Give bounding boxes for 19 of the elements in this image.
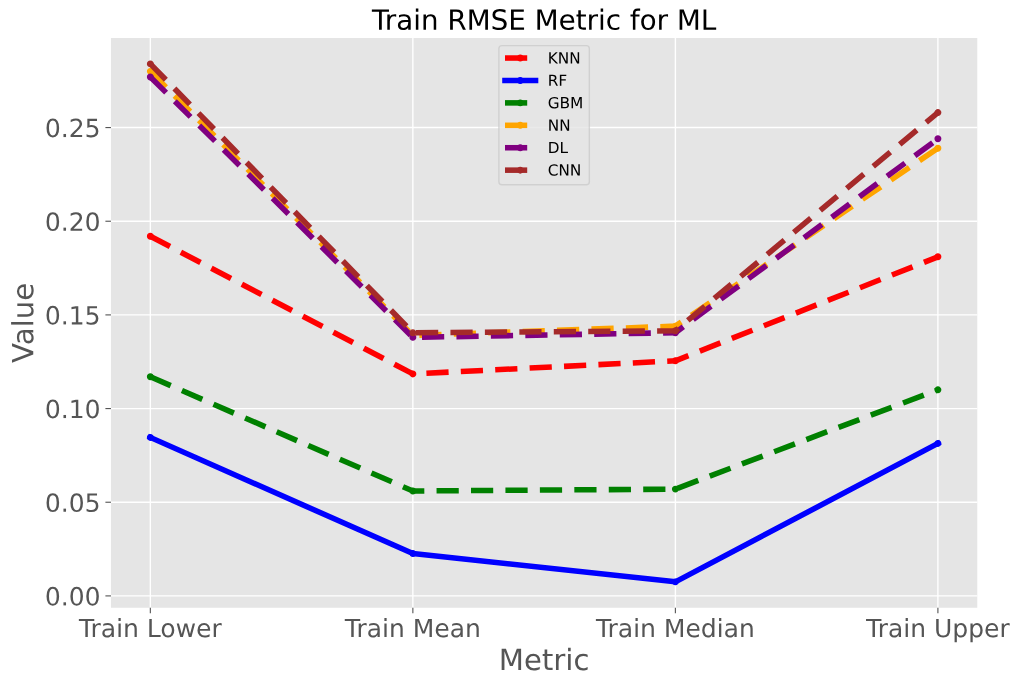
y-tick-label: 0.05 [46, 493, 99, 513]
x-tick-label: Train Upper [866, 618, 1010, 643]
legend-label: RF [549, 74, 567, 86]
y-tick-label: 0.00 [46, 586, 99, 606]
y-tick-label: 0.25 [46, 118, 99, 138]
legend-label: KNN [549, 52, 580, 64]
x-tick-label: Train Mean [344, 618, 479, 638]
x-tick-label: Train Lower [78, 618, 222, 638]
legend-label: NN [549, 119, 570, 131]
y-tick-label: 0.15 [46, 305, 99, 325]
y-tick-label: 0.20 [46, 212, 99, 232]
legend-label: GBM [548, 96, 582, 109]
y-axis-title: Value [11, 284, 34, 363]
x-tick-label: Train Median [595, 618, 753, 638]
y-tick-label: 0.10 [46, 399, 99, 419]
legend-label: DL [549, 141, 568, 154]
chart-title: Train RMSE Metric for ML [371, 8, 717, 31]
legend-label: CNN [548, 164, 580, 176]
x-axis-title: Metric [501, 647, 588, 671]
